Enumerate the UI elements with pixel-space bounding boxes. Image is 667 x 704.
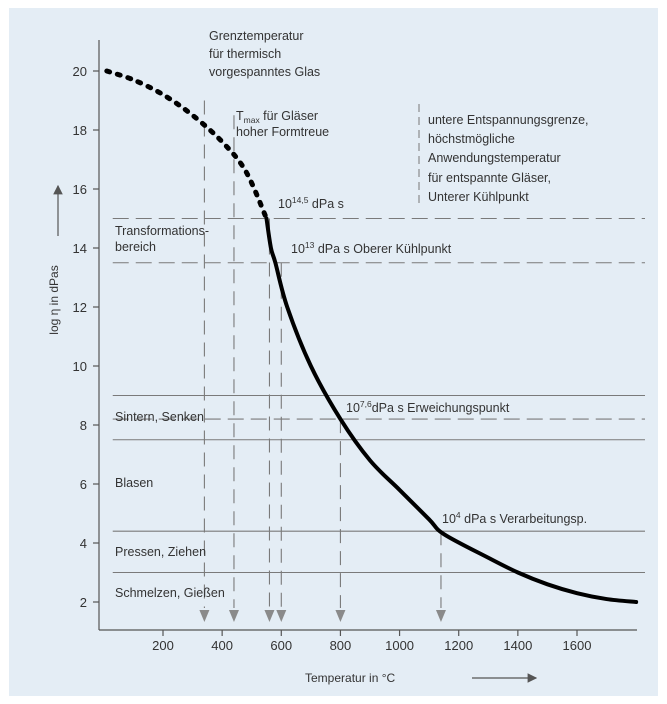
x-tick-label-600: 600: [270, 638, 292, 653]
annotation-tmax: Tmax für Gläser hoher Formtreue: [236, 109, 329, 139]
x-tick-label-400: 400: [211, 638, 233, 653]
curve-series-dotted: [104, 68, 269, 221]
x-tick-label-200: 200: [152, 638, 174, 653]
y-tick-label-2: 2: [80, 595, 87, 610]
region-schmelzen-giessen: Schmelzen, Gießen: [115, 586, 225, 600]
y-tick-label-6: 6: [80, 477, 87, 492]
y-tick-label-14: 14: [73, 241, 87, 256]
vertical-marker-arrow-4: [335, 610, 346, 622]
annotation-unterer-kuehlpunkt: untere Entspannungsgrenze, höchstmöglich…: [428, 113, 592, 204]
vertical-marker-arrow-5: [435, 610, 446, 622]
x-tick-label-1600: 1600: [563, 638, 592, 653]
y-tick-label-12: 12: [73, 300, 87, 315]
region-blasen: Blasen: [115, 476, 153, 490]
vertical-marker-arrow-0: [199, 610, 210, 622]
label-10-4: 104 dPa s Verarbeitungsp.: [442, 510, 587, 526]
vertical-marker-arrow-3: [276, 610, 287, 622]
y-tick-label-10: 10: [73, 359, 87, 374]
y-tick-label-20: 20: [73, 64, 87, 79]
y-axis-label: log η in dPas: [47, 265, 61, 334]
label-10-7-6: 107,6dPa s Erweichungspunkt: [346, 399, 510, 415]
x-tick-label-800: 800: [330, 638, 352, 653]
region-transformationsbereich: Transformations- bereich: [115, 224, 213, 254]
x-tick-label-1400: 1400: [503, 638, 532, 653]
region-pressen-ziehen: Pressen, Ziehen: [115, 545, 206, 559]
vertical-markers: [199, 100, 446, 622]
y-tick-label-4: 4: [80, 536, 87, 551]
curve-series-solid: [264, 216, 639, 604]
y-tick-label-16: 16: [73, 182, 87, 197]
region-sintern-senken: Sintern, Senken: [115, 410, 204, 424]
reference-lines: [112, 217, 645, 574]
x-tick-label-1000: 1000: [385, 638, 414, 653]
viscosity-curve: [104, 68, 639, 604]
y-tick-label-18: 18: [73, 123, 87, 138]
vertical-marker-arrow-1: [228, 610, 239, 622]
label-10-13: 1013 dPa s Oberer Kühlpunkt: [291, 240, 452, 256]
label-10-14-5: 1014,5 dPa s: [278, 195, 344, 211]
chart-panel: [9, 8, 658, 696]
annotation-grenztemperatur: Grenztemperatur für thermisch vorgespann…: [209, 29, 320, 79]
y-tick-label-8: 8: [80, 418, 87, 433]
axis-ticks: 2 4 6 8 10 12 14 16 18 20 200 400 600 800 1000 1200 1400…: [73, 64, 592, 653]
x-tick-label-1200: 1200: [444, 638, 473, 653]
vertical-marker-arrow-2: [264, 610, 275, 622]
x-axis-label: Temperatur in °C: [305, 671, 395, 685]
